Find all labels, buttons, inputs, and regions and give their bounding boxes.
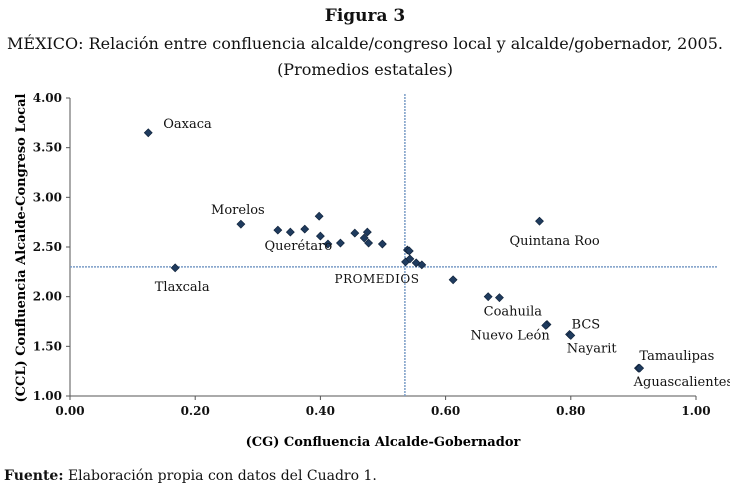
data-point (170, 263, 180, 273)
data-point (300, 224, 310, 234)
y-tick-label: 4.00 (33, 91, 62, 105)
data-point (315, 231, 325, 241)
average-label: PROMEDIOS (335, 272, 420, 286)
x-tick-label: 0.80 (556, 404, 585, 418)
data-point (359, 233, 369, 243)
source-prefix: Fuente: (4, 468, 64, 484)
point-label: Aguascalientes (633, 375, 730, 390)
source-note: Fuente: Elaboración propia con datos del… (4, 468, 377, 484)
data-point (236, 219, 246, 229)
point-label: Querétaro (265, 239, 333, 254)
x-tick-label: 0.20 (181, 404, 210, 418)
data-point (350, 228, 360, 238)
x-tick-label: 1.00 (681, 404, 710, 418)
y-tick-label: 2.00 (33, 290, 62, 304)
x-tick-label: 0.00 (55, 404, 84, 418)
y-tick-label: 1.00 (33, 389, 62, 403)
data-point (336, 238, 345, 248)
data-point (285, 227, 295, 237)
data-point (535, 216, 544, 226)
y-tick-label: 3.50 (33, 141, 62, 155)
chart-title: MÉXICO: Relación entre confluencia alcal… (7, 34, 723, 53)
point-label: Quintana Roo (510, 234, 600, 249)
y-tick-label: 2.50 (33, 240, 62, 254)
point-label: Tamaulipas (639, 349, 714, 364)
data-point (541, 321, 551, 330)
point-label: Nuevo León (470, 328, 550, 343)
data-point (404, 246, 414, 256)
data-point (635, 363, 645, 373)
data-point (495, 293, 504, 303)
point-label: Oaxaca (163, 117, 212, 132)
data-point (362, 227, 372, 237)
source-text: Elaboración propia con datos del Cuadro … (63, 468, 377, 484)
x-axis-title: (CG) Confluencia Alcalde-Gobernador (246, 435, 521, 450)
point-label: BCS (572, 317, 601, 332)
x-tick-label: 0.40 (306, 404, 335, 418)
x-tick-label: 0.60 (431, 404, 460, 418)
point-label: Coahuila (484, 304, 543, 319)
data-point (483, 292, 493, 302)
data-point (273, 225, 283, 235)
data-point (566, 330, 576, 340)
chart-subtitle: (Promedios estatales) (277, 60, 453, 79)
point-label: Morelos (211, 203, 265, 218)
point-label: Tlaxcala (155, 280, 210, 295)
data-point (314, 211, 324, 221)
data-point (448, 275, 458, 285)
y-axis-title: (CCL) Confluencia Alcalde-Congreso Local (14, 93, 29, 402)
data-point (377, 239, 387, 249)
y-tick-label: 3.00 (33, 190, 62, 204)
point-label: Nayarit (567, 341, 618, 356)
data-point (143, 128, 153, 138)
data-point (405, 254, 415, 264)
data-point (323, 239, 333, 249)
data-point (417, 260, 427, 270)
data-point (364, 238, 374, 248)
y-tick-label: 1.50 (33, 339, 62, 353)
figure-label: Figura 3 (324, 6, 406, 26)
